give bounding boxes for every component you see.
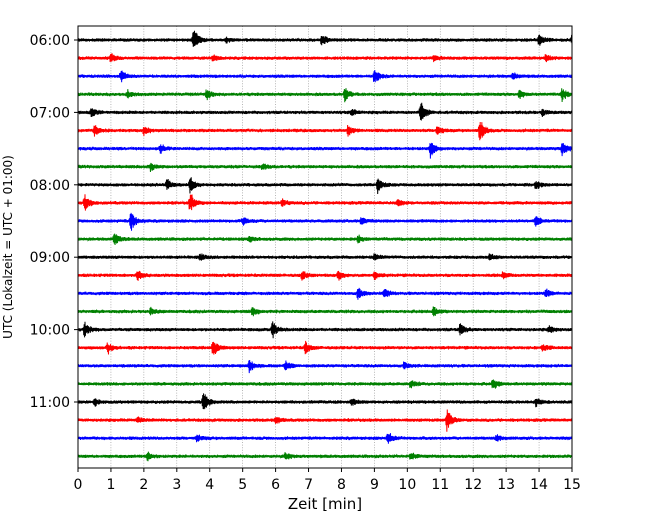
x-tick-label-12: 12 bbox=[464, 477, 482, 493]
y-tick-label-4: 10:00 bbox=[30, 323, 70, 339]
x-tick-label-4: 4 bbox=[205, 477, 214, 493]
y-tick-label-3: 09:00 bbox=[30, 250, 70, 266]
trace-1100 bbox=[77, 393, 573, 410]
x-tick-label-7: 7 bbox=[304, 477, 313, 493]
trace-0630 bbox=[77, 70, 573, 83]
trace-0600 bbox=[77, 30, 573, 47]
trace-0700 bbox=[77, 102, 573, 121]
plot-frame bbox=[77, 25, 573, 469]
trace-0615 bbox=[77, 53, 573, 63]
x-tick-label-1: 1 bbox=[106, 477, 115, 493]
trace-1115 bbox=[77, 409, 573, 432]
trace-0945 bbox=[77, 306, 573, 317]
y-axis-label: UTC (Lokalzeit = UTC + 01:00) bbox=[1, 155, 15, 339]
trace-1000 bbox=[77, 321, 573, 339]
trace-0915 bbox=[77, 270, 573, 281]
trace-0730 bbox=[77, 142, 573, 159]
trace-0800 bbox=[77, 177, 573, 194]
x-tick-label-15: 15 bbox=[563, 477, 581, 493]
y-tick-label-2: 08:00 bbox=[30, 178, 70, 194]
y-tick-label-5: 11:00 bbox=[30, 395, 70, 411]
trace-0745 bbox=[77, 162, 573, 173]
trace-1145 bbox=[77, 451, 573, 462]
trace-0845 bbox=[77, 233, 573, 245]
trace-1015 bbox=[77, 340, 573, 355]
y-tick-label-0: 06:00 bbox=[30, 33, 70, 49]
x-tick-label-2: 2 bbox=[139, 477, 148, 493]
trace-0645 bbox=[77, 88, 573, 103]
trace-0715 bbox=[77, 122, 573, 141]
trace-0830 bbox=[77, 212, 573, 231]
x-tick-label-0: 0 bbox=[74, 477, 83, 493]
x-axis: 0 1 2 3 4 5 6 7 8 9 10 11 12 13 14 15 bbox=[74, 468, 581, 493]
y-axis: 06:00 07:00 08:00 09:00 10:00 11:00 bbox=[30, 33, 78, 411]
trace-1130 bbox=[77, 433, 573, 444]
x-axis-label: Zeit [min] bbox=[288, 495, 362, 513]
x-tick-label-3: 3 bbox=[172, 477, 181, 493]
x-tick-label-13: 13 bbox=[497, 477, 515, 493]
trace-1045 bbox=[77, 379, 573, 389]
x-tick-label-11: 11 bbox=[431, 477, 449, 493]
seismogram-traces bbox=[77, 30, 573, 462]
trace-1030 bbox=[77, 360, 573, 374]
trace-0900 bbox=[77, 253, 573, 261]
x-tick-label-6: 6 bbox=[271, 477, 280, 493]
x-grid bbox=[110, 26, 540, 468]
y-tick-label-1: 07:00 bbox=[30, 105, 70, 121]
x-tick-label-8: 8 bbox=[337, 477, 346, 493]
x-tick-label-10: 10 bbox=[398, 477, 416, 493]
x-tick-label-9: 9 bbox=[370, 477, 379, 493]
x-tick-label-5: 5 bbox=[238, 477, 247, 493]
x-tick-label-14: 14 bbox=[530, 477, 548, 493]
trace-0930 bbox=[77, 287, 573, 300]
trace-0815 bbox=[77, 194, 573, 211]
